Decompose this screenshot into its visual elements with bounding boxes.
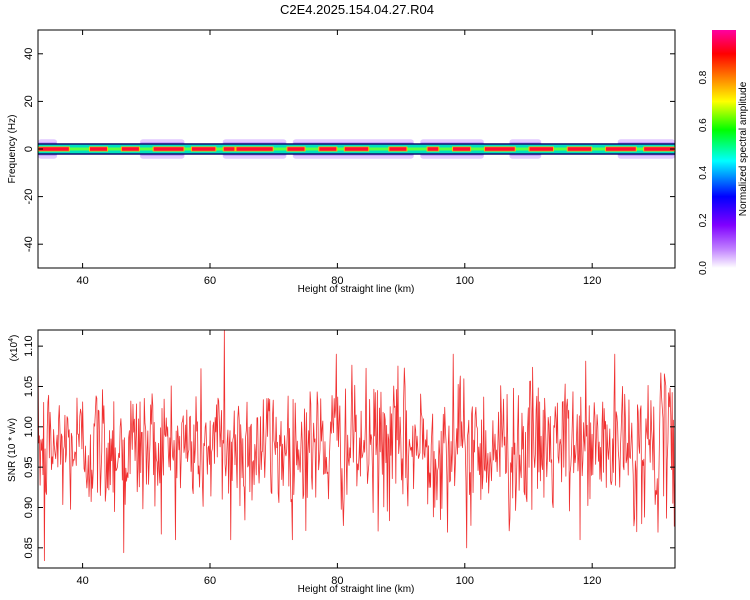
spectrogram-hot-segment [389, 147, 407, 151]
snr-frame [37, 329, 676, 569]
snr-multiplier-close: ) [9, 335, 20, 338]
snr-multiplier-exp: 4 [8, 338, 15, 342]
spectrogram-hot-segment [644, 147, 674, 151]
spectrogram-hot-segment [121, 147, 139, 151]
spectrogram-hot-segment [427, 147, 439, 151]
spectrogram-panel: 40 60 80 100 120 40 20 0 -20 -40 Height of strai… [7, 29, 676, 295]
spectrogram-hot-segment [191, 147, 216, 151]
spectrogram-x-label: Height of straight line (km) [298, 284, 415, 295]
snr-x-tick-label: 60 [204, 575, 216, 587]
snr-x-tick-label: 40 [76, 575, 88, 587]
spectrogram-y-tick-label: 20 [23, 95, 35, 107]
snr-x-label: Height of straight line (km) [298, 584, 415, 595]
spectrogram-hot-segment [223, 147, 235, 151]
spectrogram-hot-segment [484, 147, 515, 151]
snr-y-tick-label: 1.05 [23, 376, 35, 397]
spectrogram-hot-segment [605, 147, 636, 151]
spectrogram-hot-segment [567, 147, 592, 151]
spectrogram-hot-segment [153, 147, 184, 151]
spectrogram-x-tick-label: 40 [76, 275, 88, 287]
snr-multiplier: (x104) [8, 335, 20, 362]
spectrogram-y-tick-label: -20 [23, 189, 35, 205]
snr-multiplier-base: (x10 [9, 341, 20, 361]
colorbar-tick-label: 0.2 [698, 213, 709, 227]
snr-x-axis: 40 60 80 100 120 [76, 330, 601, 587]
spectrogram-x-axis: 40 60 80 100 120 [76, 30, 601, 287]
colorbar-label: Normalized spectral amplitude [738, 81, 749, 216]
spectrogram-hot-segment [39, 147, 69, 151]
snr-x-tick-label: 80 [331, 575, 343, 587]
snr-y-tick-label: 1.10 [23, 335, 35, 356]
spectrogram-hot-segment [236, 147, 273, 151]
spectrogram-hot-segment [287, 147, 305, 151]
colorbar-gradient [712, 30, 736, 268]
snr-x-tick-label: 100 [456, 575, 474, 587]
spectrogram-y-tick-label: 0 [23, 146, 35, 152]
spectrogram-y-tick-label: -40 [23, 236, 35, 252]
spectrogram-x-tick-label: 120 [583, 275, 601, 287]
figure-title: C2E4.2025.154.04.27.R04 [280, 2, 434, 17]
colorbar: 0.0 0.2 0.4 0.6 0.8 Normalized spectral ampl… [698, 30, 749, 275]
spectrogram-band [38, 139, 675, 159]
spectrogram-x-tick-label: 60 [204, 275, 216, 287]
spectrogram-y-axis: 40 20 0 -20 -40 [23, 48, 675, 252]
spectrogram-hot-segment [529, 147, 553, 151]
snr-x-tick-label: 120 [583, 575, 601, 587]
spectrogram-y-label: Frequency (Hz) [7, 115, 18, 184]
colorbar-tick-label: 0.0 [698, 261, 709, 275]
spectrogram-hot-segment [344, 147, 369, 151]
colorbar-tick-label: 0.6 [698, 118, 709, 132]
snr-y-tick-label: 0.90 [23, 497, 35, 518]
colorbar-ticks: 0.0 0.2 0.4 0.6 0.8 [698, 70, 709, 275]
spectrogram-hot-segment [89, 147, 108, 151]
spectrogram-x-tick-label: 100 [456, 275, 474, 287]
snr-series-line [38, 330, 675, 562]
snr-y-axis: 1.10 1.05 1.00 0.95 0.90 0.85 [23, 335, 675, 559]
spectrogram-hot-segment [319, 147, 337, 151]
snr-y-label: SNR (10 * v/v) [7, 418, 18, 482]
snr-y-tick-label: 0.85 [23, 537, 35, 558]
spectrogram-hot-segment [453, 147, 471, 151]
snr-y-tick-label: 1.00 [23, 416, 35, 437]
snr-y-tick-label: 0.95 [23, 456, 35, 477]
spectrogram-x-tick-label: 80 [331, 275, 343, 287]
snr-panel: 40 60 80 100 120 1.10 1.05 1.00 0.95 0.90 0.85 He… [7, 329, 676, 595]
colorbar-tick-label: 0.4 [698, 165, 709, 179]
colorbar-tick-label: 0.8 [698, 70, 709, 84]
spectrogram-y-tick-label: 40 [23, 48, 35, 60]
